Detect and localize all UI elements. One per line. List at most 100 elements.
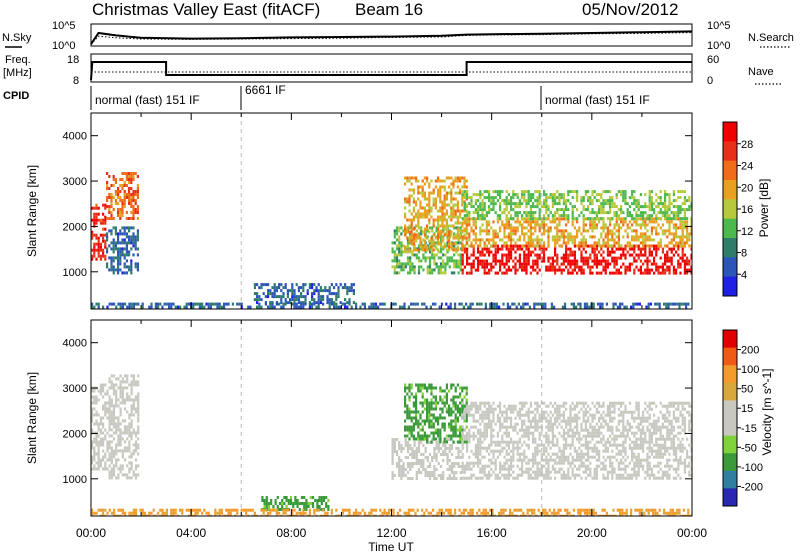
heatmap-cell-panelA-data-8 — [569, 190, 572, 194]
heatmap-cell-panelA-data-7 — [580, 241, 583, 245]
heatmap-cell-panelA-data-7 — [547, 217, 550, 221]
heatmap-cell-panelA-data-8 — [593, 211, 596, 215]
heatmap-cell-panelA-data-7 — [650, 232, 653, 236]
heatmap-cell-panelB-data-3 — [654, 508, 657, 512]
heatmap-cell-panelA-data-0 — [99, 221, 102, 225]
heatmap-cell-panelA-data-8 — [514, 193, 517, 197]
heatmap-cell-panelB-data-5 — [459, 431, 462, 435]
heatmap-cell-panelA-data-8 — [644, 193, 647, 197]
heatmap-cell-panelA-data-1 — [132, 205, 135, 208]
heatmap-cell-panelB-data-5 — [410, 431, 413, 435]
heatmap-cell-panelA-data-1 — [123, 172, 126, 175]
heatmap-cell-panelA-data-0 — [102, 236, 105, 240]
heatmap-cell-panelB-data-5 — [423, 422, 426, 426]
heatmap-cell-panelA-data-6 — [666, 268, 669, 272]
heatmap-cell-panelA-data-8 — [602, 190, 605, 194]
heatmap-cell-panelB-data-1 — [112, 419, 116, 423]
heatmap-cell-panelB-data-2 — [318, 505, 321, 508]
heatmap-cell-panelA-data-5 — [441, 224, 444, 228]
heatmap-cell-panelA-data-7 — [688, 232, 691, 236]
heatmap-cell-panelA-data-4 — [439, 271, 443, 275]
heatmap-cell-panelB-data-3 — [163, 511, 166, 515]
heatmap-cell-panelA-data-0 — [99, 233, 102, 237]
heatmap-cell-panelA-data-8 — [576, 190, 579, 194]
heatmap-cell-panelA-data-6 — [631, 247, 634, 251]
heatmap-cell-panelB-data-5 — [465, 389, 468, 393]
heatmap-cell-panelA-data-6 — [554, 265, 557, 269]
heatmap-cell-panelA-data-7 — [613, 241, 616, 245]
heatmap-cell-panelB-data-1 — [128, 422, 131, 426]
heatmap-cell-panelA-data-9 — [647, 302, 650, 306]
heatmap-cell-panelA-data-8 — [595, 217, 598, 221]
heatmap-cell-panelA-data-6 — [681, 253, 684, 257]
heatmap-cell-panelB-data-5 — [417, 410, 420, 414]
heatmap-cell-panelA-data-3 — [253, 292, 256, 296]
heatmap-cell-panelB-data-3 — [280, 514, 283, 516]
heatmap-cell-panelA-data-3 — [293, 295, 296, 299]
heatmap-cell-panelA-data-4 — [435, 226, 438, 230]
heatmap-cell-panelB-data-3 — [317, 508, 320, 512]
heatmap-cell-panelA-data-6 — [514, 244, 517, 248]
heatmap-cell-panelB-data-3 — [528, 514, 531, 516]
heatmap-cell-panelA-data-8 — [494, 211, 497, 215]
heatmap-cell-panelA-data-5 — [443, 242, 446, 246]
heatmap-cell-panelA-data-5 — [423, 182, 426, 186]
heatmap-cell-panelA-data-7 — [556, 223, 559, 227]
heatmap-cell-panelB-data-3 — [152, 508, 155, 512]
heatmap-cell-panelA-data-0 — [91, 233, 94, 237]
heatmap-cell-panelA-data-6 — [646, 256, 649, 260]
heatmap-cell-panelA-data-1 — [134, 208, 137, 211]
heatmap-cell-panelA-data-0 — [95, 221, 98, 225]
heatmap-cell-panelB-data-1 — [110, 440, 113, 444]
heatmap-cell-panelA-data-8 — [474, 193, 477, 197]
heatmap-cell-panelB-data-2 — [327, 505, 330, 508]
heatmap-cell-panelA-data-3 — [350, 286, 353, 290]
heatmap-cell-panelB-data-3 — [165, 511, 168, 515]
heatmap-cell-panelA-data-6 — [501, 271, 504, 275]
heatmap-cell-panelA-data-1 — [125, 196, 128, 199]
heatmap-cell-panelB-data-0 — [93, 401, 96, 405]
heatmap-cell-panelA-data-6 — [606, 265, 609, 269]
heatmap-cell-panelA-data-7 — [576, 235, 579, 239]
heatmap-cell-panelA-data-5 — [417, 236, 420, 240]
heatmap-cell-panelA-data-6 — [644, 268, 647, 272]
heatmap-cell-panelA-data-8 — [648, 193, 651, 197]
heatmap-cell-panelB-data-3 — [262, 508, 265, 512]
heatmap-cell-panelA-data-7 — [562, 229, 565, 233]
heatmap-cell-panelA-data-1 — [106, 196, 109, 199]
cpid-label: CPID — [3, 90, 29, 102]
heatmap-cell-panelA-data-5 — [448, 176, 451, 180]
heatmap-cell-panelA-data-8 — [499, 205, 502, 209]
heatmap-cell-panelA-data-5 — [404, 230, 407, 234]
heatmap-cell-panelA-data-6 — [683, 262, 686, 266]
heatmap-cell-panelA-data-5 — [430, 245, 433, 249]
heatmap-cell-panelA-data-5 — [423, 206, 426, 210]
heatmap-cell-panelB-data-3 — [91, 508, 94, 512]
heatmap-cell-panelA-data-3 — [273, 283, 276, 287]
heatmap-cell-panelA-data-7 — [485, 244, 488, 248]
heatmap-cell-panelA-data-3 — [260, 283, 263, 287]
heatmap-cell-panelA-data-5 — [404, 197, 407, 201]
heatmap-cell-panelA-data-7 — [461, 244, 464, 248]
heatmap-cell-panelA-data-5 — [428, 200, 431, 204]
heatmap-cell-panelB-data-3 — [104, 508, 107, 512]
heatmap-cell-panelB-data-1 — [130, 437, 133, 441]
heatmap-cell-panelB-data-0 — [93, 455, 96, 459]
heatmap-cell-panelA-data-5 — [454, 197, 457, 201]
heatmap-cell-panelA-data-9 — [97, 305, 100, 309]
heatmap-cell-panelA-data-1 — [125, 178, 128, 181]
heatmap-cell-panelA-data-6 — [512, 244, 515, 248]
heatmap-cell-panelA-data-6 — [617, 271, 620, 275]
heatmap-cell-panelA-data-7 — [600, 235, 603, 239]
heatmap-cell-panelA-data-7 — [470, 229, 473, 233]
heatmap-cell-panelA-data-6 — [624, 265, 627, 269]
heatmap-cell-panelB-data-1 — [115, 422, 118, 426]
heatmap-cell-panelA-data-7 — [637, 238, 640, 242]
heatmap-cell-panelA-data-8 — [683, 211, 686, 215]
heatmap-cell-panelA-data-3 — [311, 298, 314, 302]
heatmap-cell-panelA-data-7 — [639, 241, 642, 245]
heatmap-cell-panelA-data-4 — [398, 253, 401, 257]
heatmap-cell-panelB-data-1 — [137, 413, 140, 417]
heatmap-cell-panelA-data-8 — [514, 205, 517, 209]
heatmap-cell-panelB-data-4 — [457, 450, 460, 453]
